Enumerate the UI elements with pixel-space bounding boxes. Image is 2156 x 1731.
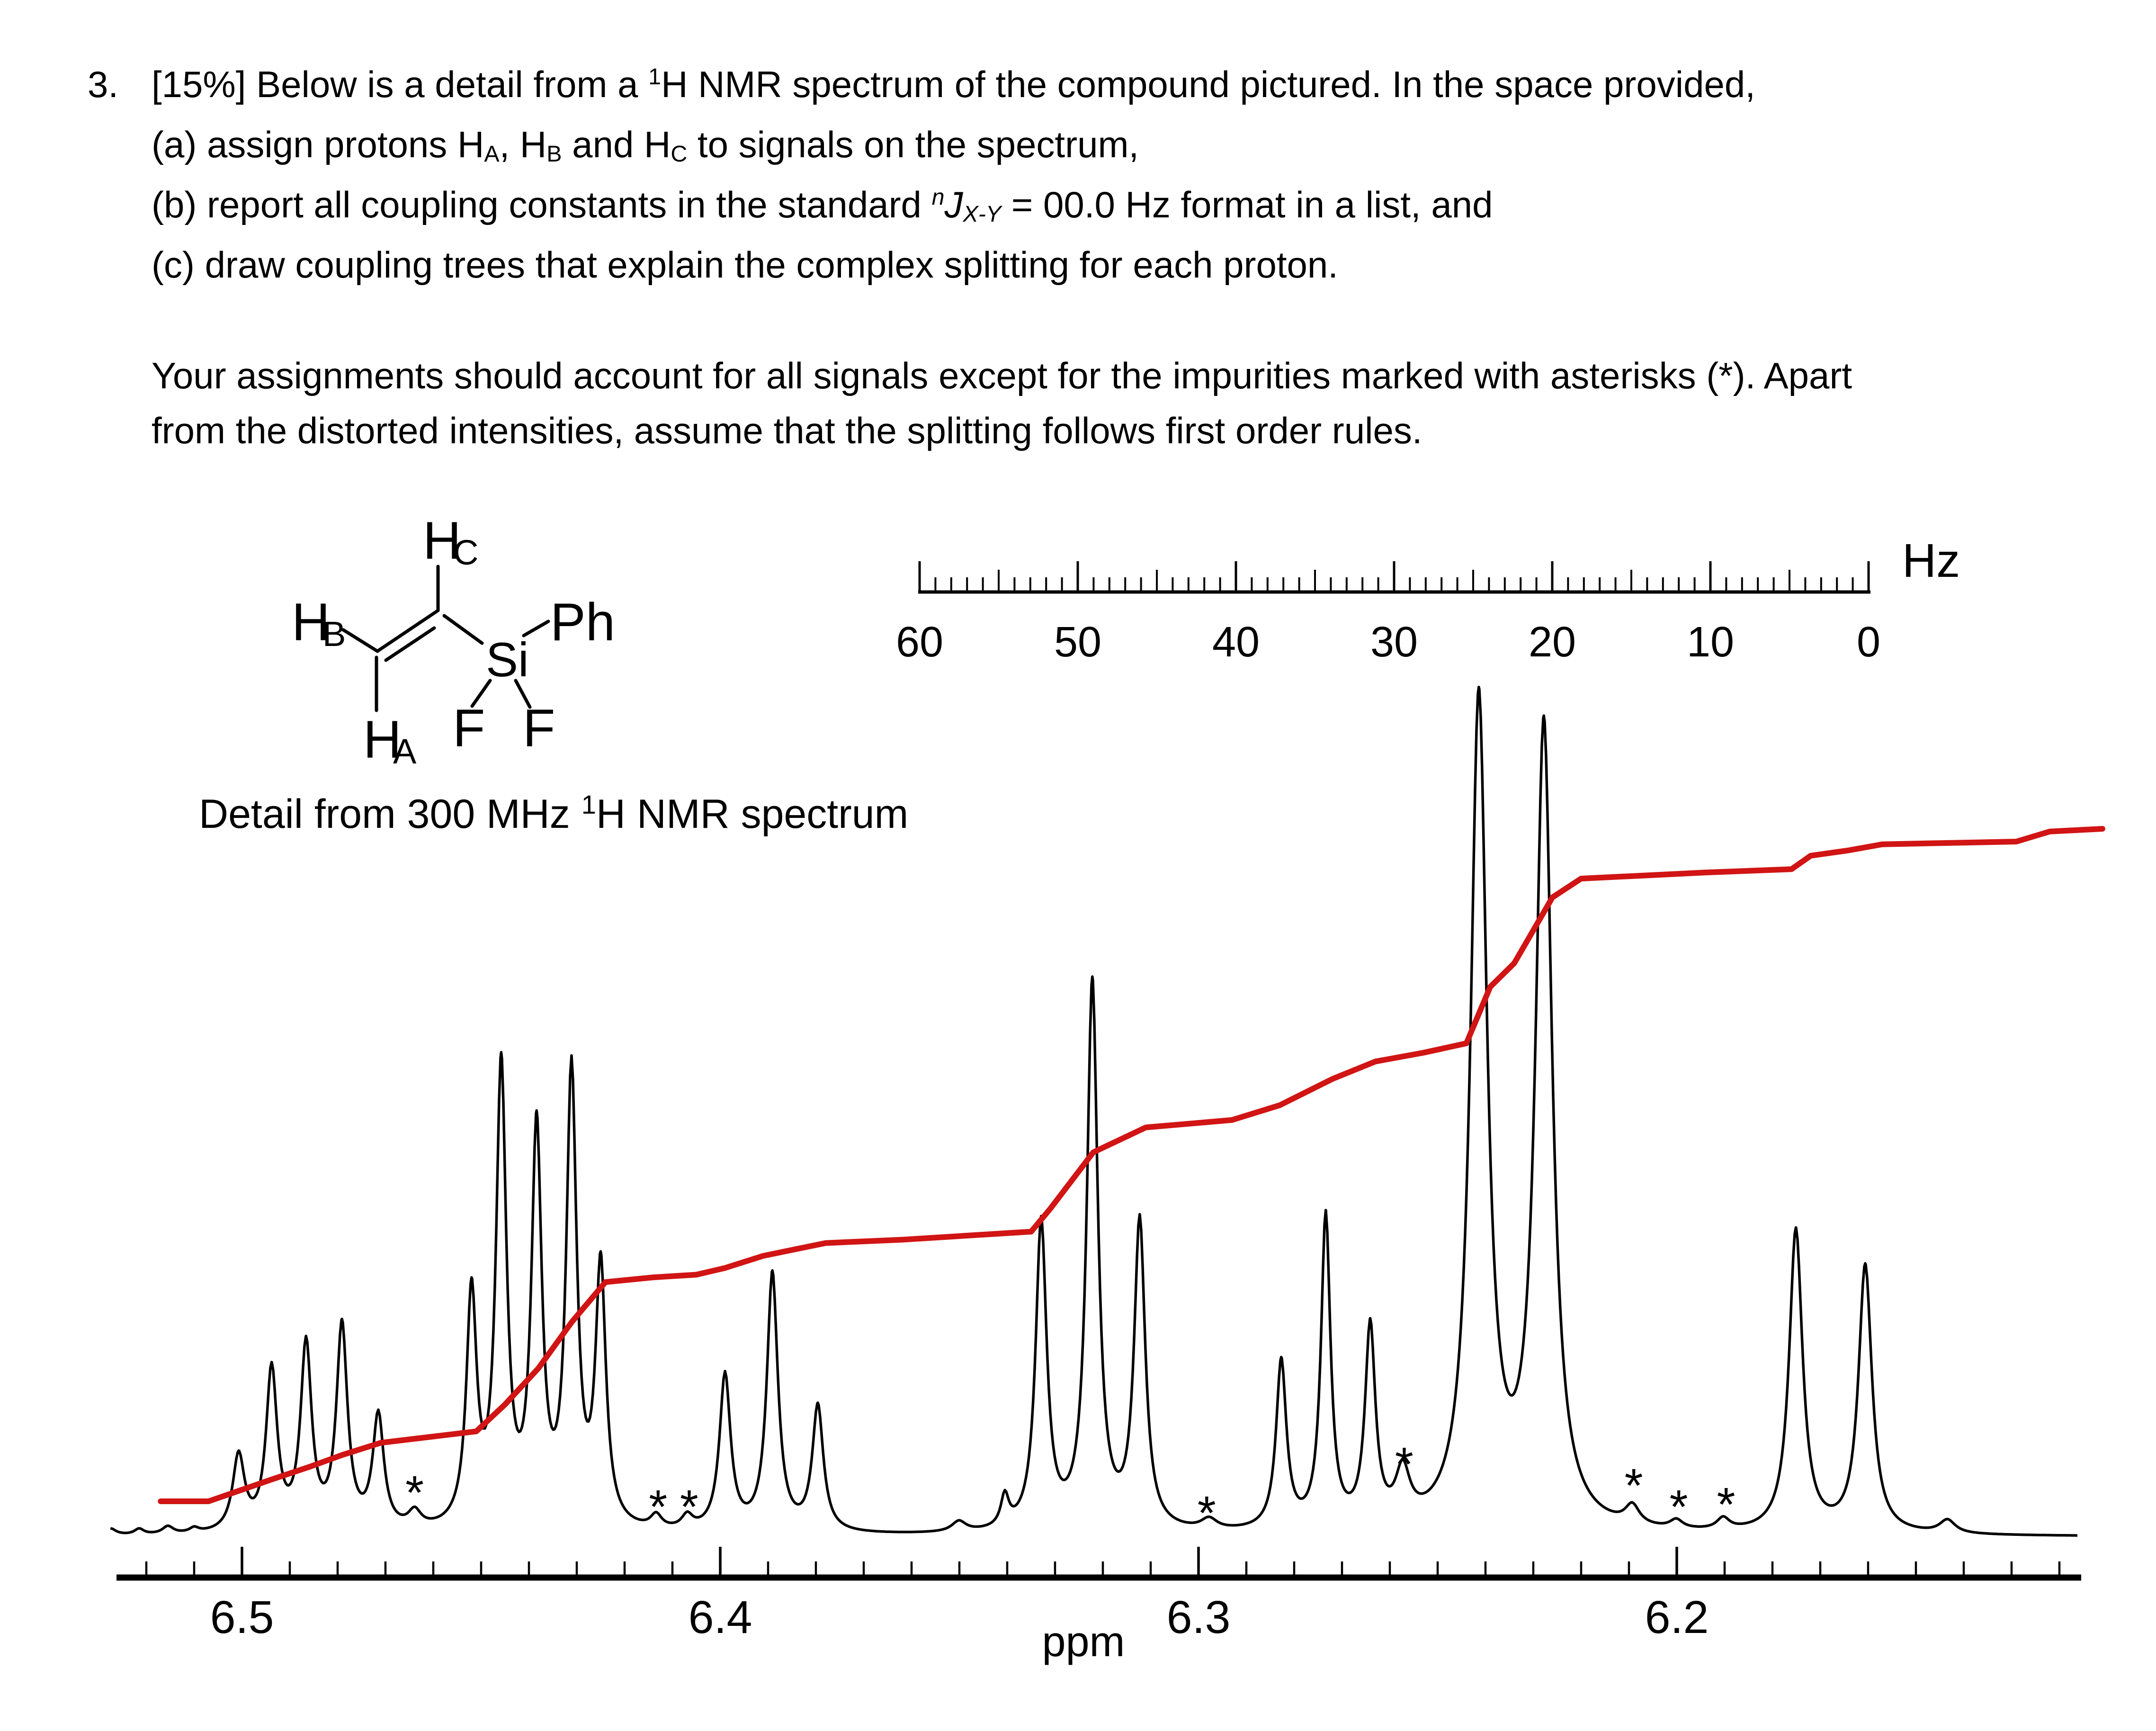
ruler-tick-label: 40 [1212, 619, 1260, 666]
text-segment: B [546, 141, 562, 167]
problem-paragraph-line-2: from the distorted intensities, assume t… [88, 403, 1852, 458]
text-segment: A [484, 141, 500, 167]
label-ha-sub: A [393, 732, 417, 771]
text-segment: = 00.0 Hz format in a list, and [1001, 184, 1493, 225]
problem-line-2: (a) assign protons HA, HB and HC to sign… [88, 117, 1852, 177]
label-hc-sub: C [453, 533, 478, 572]
ruler-ticks [918, 561, 1870, 591]
label-hb-sub: B [322, 614, 346, 654]
label-si: Si [486, 633, 529, 687]
text-segment: 1 [648, 64, 662, 90]
bond-c1-si [442, 614, 484, 645]
ruler-tick-label: 60 [896, 619, 943, 666]
label-hb: H [292, 592, 330, 652]
ruler-tick-label: 30 [1370, 619, 1418, 666]
impurity-asterisk: * [1717, 1478, 1736, 1531]
impurity-asterisk: * [680, 1480, 698, 1534]
x-axis: 6.5 6.4 6.3 6.2 ppm [116, 1547, 2081, 1666]
problem-line-4: (c) draw coupling trees that explain the… [88, 237, 1852, 292]
spectrum: * * * ** * * * [110, 685, 2105, 1540]
caption-text-2: H NMR spectrum [596, 791, 908, 837]
impurity-asterisk: * [1198, 1487, 1216, 1540]
text-segment: from the distorted intensities, assume t… [152, 410, 1422, 451]
ruler-tick-label: 20 [1529, 619, 1576, 666]
ruler-labels: 60 50 40 30 20 10 0 [896, 619, 1880, 666]
text-segment: n [931, 184, 945, 210]
molecule-labels: H C H B H A Si Ph F F [292, 511, 615, 771]
caption-text-1: Detail from 300 MHz [199, 791, 581, 837]
text-segment: C [671, 141, 688, 167]
bond-c1-c2-main [376, 609, 440, 653]
molecule-figure [341, 565, 550, 712]
problem-line-1-text: [15%] Below is a detail from a 1H NMR sp… [152, 63, 1755, 105]
text-segment: (a) assign protons H [152, 124, 484, 165]
impurity-asterisk: * [1395, 1438, 1413, 1491]
ruler-tick-label: 0 [1857, 619, 1880, 666]
axis-tick-labels: 6.5 6.4 6.3 6.2 [210, 1591, 1709, 1643]
impurity-asterisk: * [649, 1480, 667, 1534]
axis-ticks [145, 1547, 2061, 1577]
label-hc: H [423, 511, 461, 570]
bond-si-f-left [470, 679, 492, 708]
axis-tick-label: 6.2 [1645, 1591, 1709, 1643]
axis-tick-label: 6.5 [210, 1591, 274, 1643]
text-segment: (b) report all coupling constants in the… [152, 184, 932, 225]
impurity-asterisks: * * * ** * * * [405, 1438, 1735, 1540]
text-segment: J [944, 184, 963, 225]
impurity-asterisk: * [1670, 1480, 1688, 1534]
text-segment: [15%] Below is a detail from a [152, 63, 649, 105]
axis-tick-label: 6.3 [1167, 1591, 1231, 1643]
axis-tick-label: 6.4 [689, 1591, 752, 1643]
impurity-asterisk: * [1625, 1459, 1643, 1512]
label-f-right: F [523, 699, 555, 758]
integral-trace [158, 826, 2105, 1504]
figure-caption: Detail from 300 MHz 1H NMR spectrum [199, 789, 908, 837]
label-ph: Ph [550, 592, 615, 652]
axis-unit-label: ppm [1042, 1618, 1125, 1666]
hz-ruler: 60 50 40 30 20 10 0 Hz [896, 534, 1960, 666]
text-segment: X-Y [963, 201, 1002, 227]
problem-line-3: (b) report all coupling constants in the… [88, 177, 1852, 237]
bond-c1-c2-double [384, 626, 436, 662]
caption-superscript: 1 [581, 789, 596, 819]
label-ha: H [363, 710, 402, 769]
text-segment: H NMR spectrum of the compound pictured.… [661, 63, 1755, 105]
text-segment: (c) draw coupling trees that explain the… [152, 244, 1338, 286]
problem-statement: 3. [15%] Below is a detail from a 1H NMR … [88, 57, 1852, 458]
impurity-asterisk: * [405, 1466, 424, 1519]
ruler-tick-label: 50 [1054, 619, 1101, 666]
ruler-unit-label: Hz [1902, 534, 1960, 587]
text-segment: Your assignments should account for all … [152, 355, 1852, 396]
bond-hb-c2 [341, 628, 379, 653]
spectrum-trace [110, 685, 2077, 1537]
problem-number: 3. [88, 63, 119, 105]
bond-si-ph [522, 619, 550, 637]
text-segment: and H [562, 124, 671, 165]
text-segment: to signals on the spectrum, [687, 124, 1139, 165]
text-segment: , H [499, 124, 547, 165]
label-f-left: F [453, 699, 485, 758]
bond-si-f-right [514, 679, 532, 709]
problem-line-1: 3. [15%] Below is a detail from a 1H NMR … [88, 57, 1852, 117]
problem-paragraph-line-1: Your assignments should account for all … [88, 348, 1852, 403]
ruler-tick-label: 10 [1687, 619, 1734, 666]
